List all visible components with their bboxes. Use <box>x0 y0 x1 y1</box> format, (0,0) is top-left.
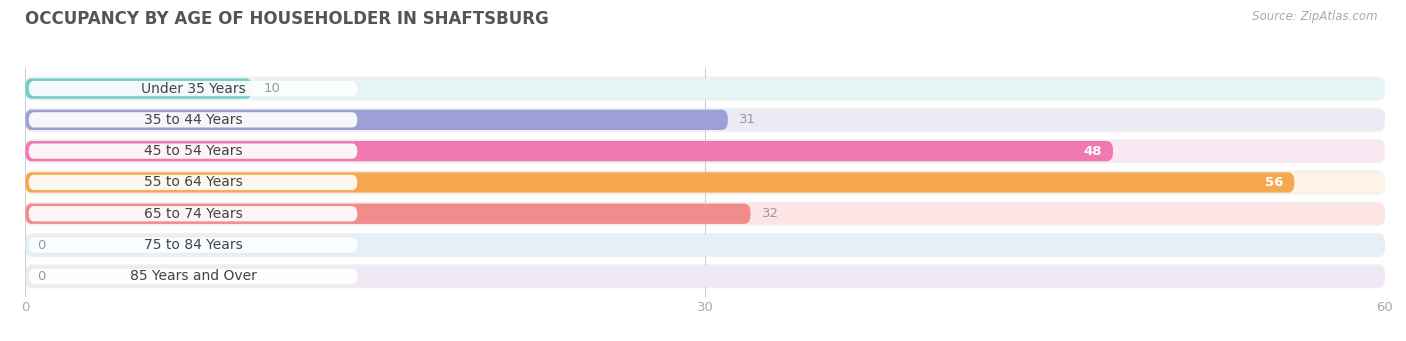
FancyBboxPatch shape <box>25 78 252 99</box>
FancyBboxPatch shape <box>25 235 1385 255</box>
Text: Source: ZipAtlas.com: Source: ZipAtlas.com <box>1253 10 1378 23</box>
Text: 31: 31 <box>740 113 756 126</box>
FancyBboxPatch shape <box>28 144 357 159</box>
FancyBboxPatch shape <box>25 204 751 224</box>
FancyBboxPatch shape <box>28 112 357 128</box>
Text: 10: 10 <box>263 82 280 95</box>
Text: 56: 56 <box>1264 176 1282 189</box>
Text: 65 to 74 Years: 65 to 74 Years <box>143 207 242 221</box>
Text: 75 to 84 Years: 75 to 84 Years <box>143 238 242 252</box>
Text: 0: 0 <box>37 239 45 252</box>
Text: 55 to 64 Years: 55 to 64 Years <box>143 175 242 190</box>
FancyBboxPatch shape <box>25 141 1385 161</box>
FancyBboxPatch shape <box>25 108 1385 132</box>
FancyBboxPatch shape <box>25 172 1385 193</box>
FancyBboxPatch shape <box>25 76 1385 101</box>
FancyBboxPatch shape <box>25 202 1385 226</box>
FancyBboxPatch shape <box>25 139 1385 163</box>
FancyBboxPatch shape <box>25 170 1385 194</box>
FancyBboxPatch shape <box>25 78 1385 99</box>
FancyBboxPatch shape <box>28 81 357 96</box>
Text: OCCUPANCY BY AGE OF HOUSEHOLDER IN SHAFTSBURG: OCCUPANCY BY AGE OF HOUSEHOLDER IN SHAFT… <box>25 10 550 28</box>
FancyBboxPatch shape <box>25 110 728 130</box>
Text: 45 to 54 Years: 45 to 54 Years <box>143 144 242 158</box>
FancyBboxPatch shape <box>25 141 1114 161</box>
FancyBboxPatch shape <box>25 172 1295 193</box>
FancyBboxPatch shape <box>25 266 1385 286</box>
FancyBboxPatch shape <box>28 269 357 284</box>
Text: Under 35 Years: Under 35 Years <box>141 81 246 95</box>
FancyBboxPatch shape <box>25 110 1385 130</box>
FancyBboxPatch shape <box>28 237 357 253</box>
FancyBboxPatch shape <box>28 206 357 221</box>
FancyBboxPatch shape <box>28 175 357 190</box>
Text: 48: 48 <box>1083 145 1102 158</box>
Text: 85 Years and Over: 85 Years and Over <box>129 269 256 283</box>
Text: 35 to 44 Years: 35 to 44 Years <box>143 113 242 127</box>
FancyBboxPatch shape <box>25 233 1385 257</box>
FancyBboxPatch shape <box>25 204 1385 224</box>
FancyBboxPatch shape <box>25 264 1385 288</box>
Text: 0: 0 <box>37 270 45 283</box>
Text: 32: 32 <box>762 207 779 220</box>
